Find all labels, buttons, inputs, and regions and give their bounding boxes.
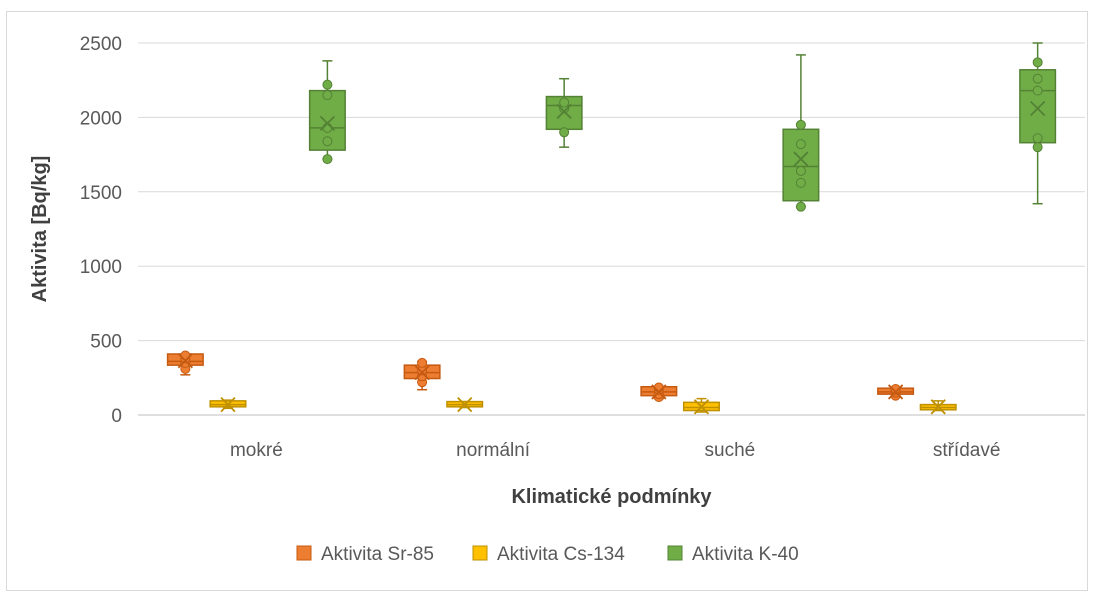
box (545, 77, 583, 148)
box (166, 350, 204, 376)
mean-marker (177, 353, 193, 369)
y-tick-label: 2000 (80, 108, 122, 129)
box (308, 60, 346, 165)
data-point (795, 201, 806, 212)
mean-marker (693, 399, 710, 415)
mean-marker (220, 396, 236, 413)
mean-marker (887, 384, 904, 400)
mean-marker (457, 396, 473, 413)
data-point (417, 357, 428, 368)
box (877, 383, 915, 401)
x-axis-title: Klimatické podmínky (511, 486, 712, 508)
box-iqr (1019, 69, 1057, 144)
data-point (1032, 85, 1043, 96)
legend-label: Aktivita K-40 (692, 544, 799, 565)
data-point (890, 383, 901, 394)
x-tick-label: střídavé (933, 440, 1001, 461)
box-series (166, 42, 1057, 415)
legend-item: Aktivita Cs-134 (472, 544, 625, 565)
box (782, 54, 820, 212)
legend-swatch (296, 545, 312, 561)
mean-marker (319, 115, 336, 131)
y-tick-label: 0 (111, 406, 122, 427)
data-point (1032, 73, 1043, 84)
data-point (795, 177, 806, 188)
data-point (795, 165, 806, 176)
x-axis-ticks: mokré normální suché střídavé (230, 440, 1000, 461)
x-tick-label: normální (456, 440, 531, 461)
box (446, 396, 484, 413)
legend-label: Aktivita Cs-134 (497, 544, 625, 565)
legend-item: Aktivita Sr-85 (296, 544, 434, 565)
legend-item: Aktivita K-40 (667, 544, 799, 565)
data-point (322, 79, 333, 90)
box (1019, 42, 1057, 205)
mean-marker (651, 384, 667, 400)
legend-swatch (472, 545, 488, 561)
y-tick-label: 500 (90, 332, 122, 353)
y-axis-title: Aktivita [Bq/kg] (29, 156, 51, 303)
legend: Aktivita Sr-85 Aktivita Cs-134 Aktivita K-… (296, 544, 799, 565)
data-point (322, 90, 333, 101)
data-point (322, 122, 333, 133)
y-tick-label: 2500 (80, 34, 122, 55)
mean-marker (414, 364, 430, 381)
box (209, 396, 247, 413)
box (682, 397, 720, 415)
data-point (1032, 142, 1043, 153)
x-tick-label: suché (705, 440, 756, 461)
mean-marker (793, 151, 809, 167)
data-point (795, 139, 806, 150)
data-point (1032, 57, 1043, 68)
box (640, 382, 678, 403)
data-point (559, 127, 570, 138)
gridlines (138, 42, 1085, 342)
y-tick-label: 1500 (80, 183, 122, 204)
legend-swatch (667, 545, 683, 561)
mean-marker (930, 399, 946, 415)
mean-marker (556, 103, 572, 120)
data-point (795, 119, 806, 130)
data-point (559, 97, 570, 108)
series-2 (209, 396, 957, 415)
legend-label: Aktivita Sr-85 (321, 544, 434, 565)
box (919, 399, 957, 415)
data-point (322, 136, 333, 147)
y-tick-label: 1000 (80, 257, 122, 278)
x-tick-label: mokré (230, 440, 283, 461)
series-3 (308, 42, 1057, 212)
y-axis-ticks: 0 500 1000 1500 2000 2500 (80, 34, 122, 427)
series-1 (166, 350, 915, 403)
box (403, 357, 441, 391)
data-point (322, 154, 333, 165)
mean-marker (1030, 100, 1046, 117)
data-point (1032, 133, 1043, 144)
data-point (653, 382, 664, 393)
